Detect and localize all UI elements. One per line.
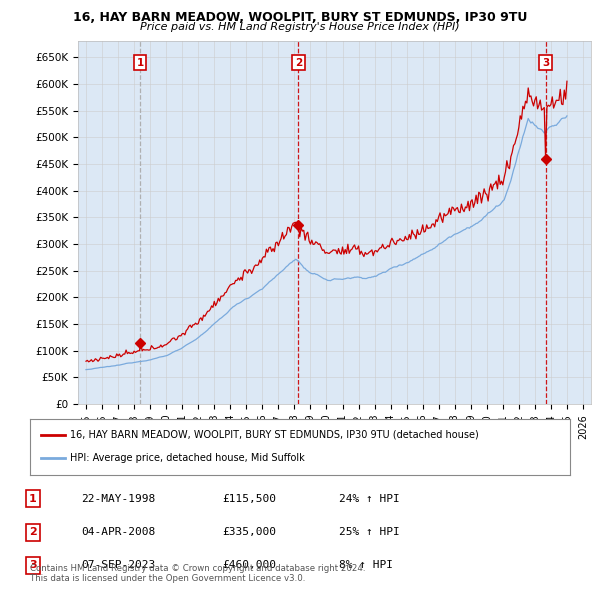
Text: 2: 2 [295,58,302,68]
Text: 2: 2 [29,527,37,537]
Text: £335,000: £335,000 [222,527,276,537]
Text: Price paid vs. HM Land Registry's House Price Index (HPI): Price paid vs. HM Land Registry's House … [140,22,460,32]
Text: 22-MAY-1998: 22-MAY-1998 [81,494,155,503]
Text: 25% ↑ HPI: 25% ↑ HPI [339,527,400,537]
Text: 24% ↑ HPI: 24% ↑ HPI [339,494,400,503]
Text: £460,000: £460,000 [222,560,276,570]
Text: Contains HM Land Registry data © Crown copyright and database right 2024.
This d: Contains HM Land Registry data © Crown c… [30,563,365,583]
Text: HPI: Average price, detached house, Mid Suffolk: HPI: Average price, detached house, Mid … [71,453,305,463]
Text: 04-APR-2008: 04-APR-2008 [81,527,155,537]
Text: £115,500: £115,500 [222,494,276,503]
Text: 3: 3 [29,560,37,570]
Text: 3: 3 [542,58,549,68]
Text: 8% ↑ HPI: 8% ↑ HPI [339,560,393,570]
Text: 1: 1 [29,494,37,503]
Text: 16, HAY BARN MEADOW, WOOLPIT, BURY ST EDMUNDS, IP30 9TU: 16, HAY BARN MEADOW, WOOLPIT, BURY ST ED… [73,11,527,24]
Text: 07-SEP-2023: 07-SEP-2023 [81,560,155,570]
Text: 16, HAY BARN MEADOW, WOOLPIT, BURY ST EDMUNDS, IP30 9TU (detached house): 16, HAY BARN MEADOW, WOOLPIT, BURY ST ED… [71,430,479,440]
Text: 1: 1 [137,58,144,68]
